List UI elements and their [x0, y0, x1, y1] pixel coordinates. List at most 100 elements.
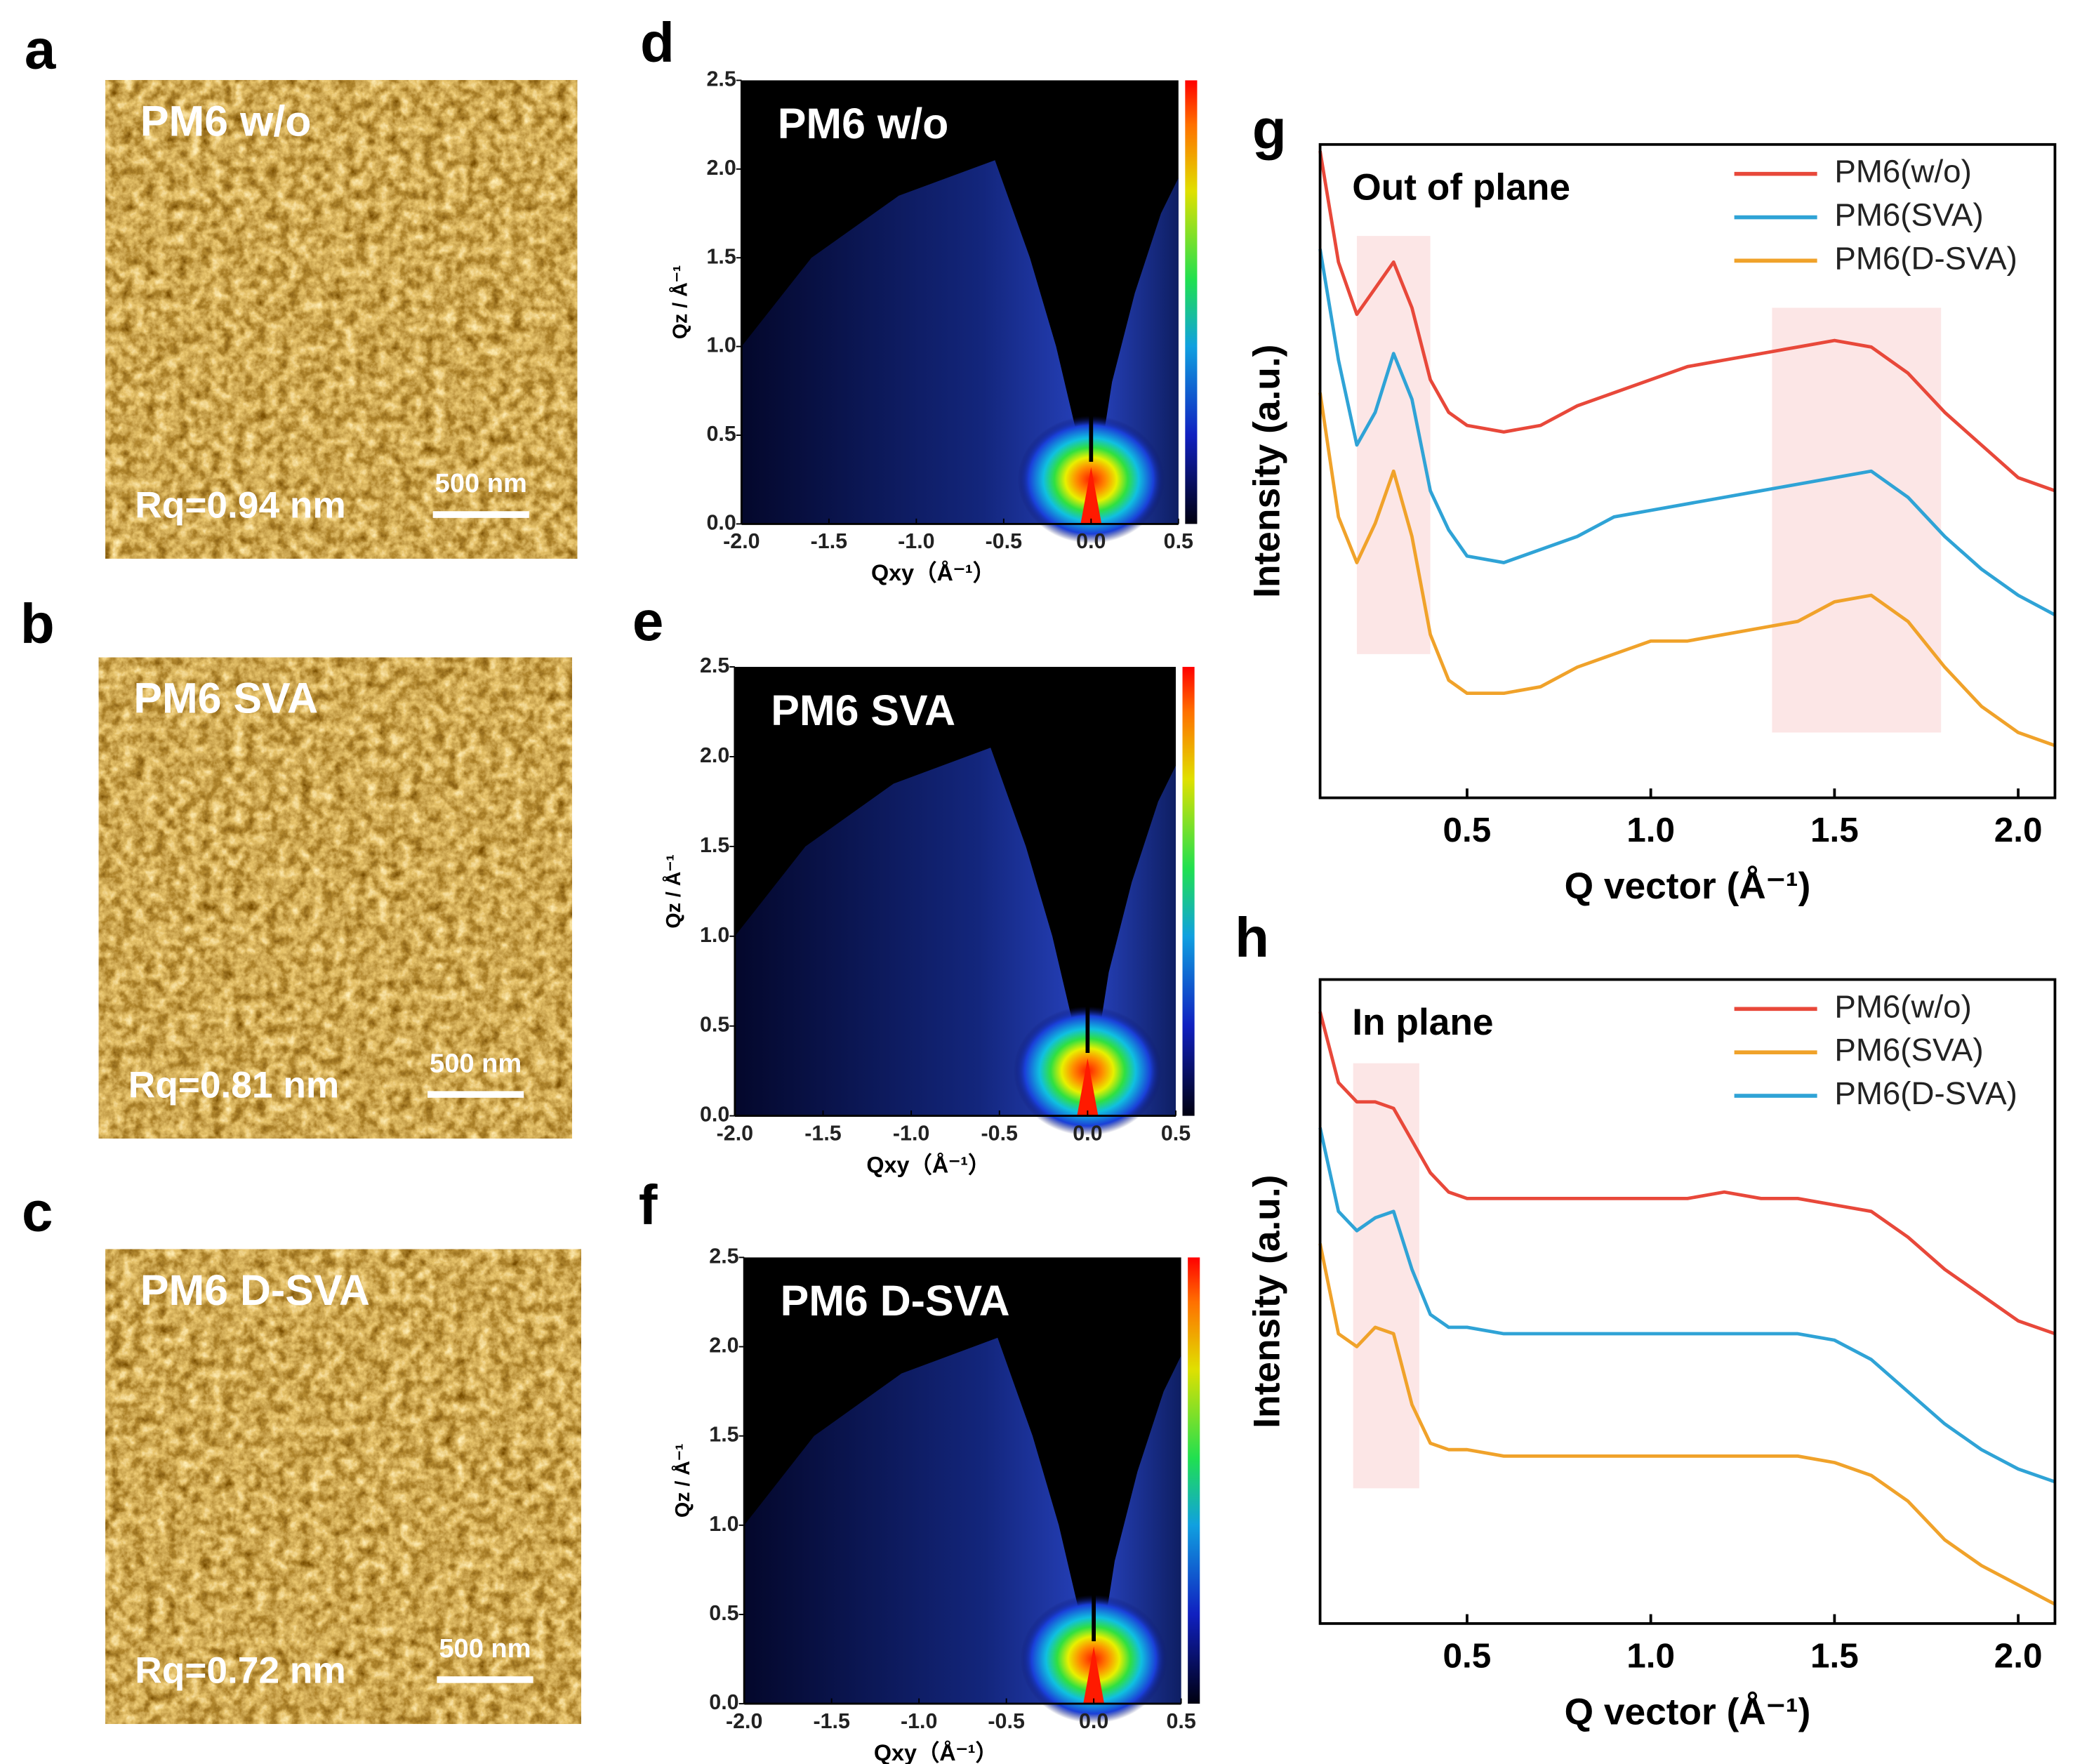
legend-label: PM6(w/o) — [1834, 988, 1971, 1024]
panel-letter: a — [25, 18, 56, 80]
afm-image — [105, 80, 578, 559]
x-tick-label: 0.5 — [1161, 1121, 1191, 1145]
annotation: Rq=0.72 nm — [135, 1650, 346, 1691]
x-tick-label: -0.5 — [981, 1121, 1019, 1145]
x-axis-label: Q vector (Å⁻¹) — [1565, 1690, 1811, 1732]
panel-letter: d — [640, 11, 675, 74]
scattering-region — [734, 748, 1082, 1116]
legend-label: PM6(w/o) — [1834, 154, 1971, 190]
x-tick-label: -1.5 — [804, 1121, 842, 1145]
highlight-region — [1353, 1063, 1419, 1489]
panel-letter: e — [632, 590, 663, 652]
panel-title: PM6 D-SVA — [781, 1277, 1010, 1325]
panel-letter: g — [1252, 98, 1287, 161]
x-tick-label: 0.5 — [1443, 1636, 1492, 1675]
beam-spike — [1080, 467, 1102, 524]
y-tick-label: 1.0 — [709, 1512, 738, 1536]
y-tick-label: 0.0 — [700, 1103, 729, 1127]
y-tick-label: 2.5 — [709, 1244, 738, 1268]
highlight-region — [1356, 236, 1431, 654]
afm-image — [98, 657, 572, 1139]
y-tick-label: 1.5 — [700, 833, 729, 857]
data-line — [1318, 1011, 2056, 1336]
legend-label: PM6(SVA) — [1834, 197, 1983, 233]
panel-title: PM6 SVA — [133, 675, 318, 722]
plot-frame — [1318, 142, 2057, 800]
x-axis-label: Qxy（Å⁻¹） — [874, 1739, 998, 1764]
y-axis-label: Qz / Å⁻¹ — [669, 265, 691, 339]
plot-frame — [1318, 978, 2057, 1625]
x-tick-label: -1.0 — [893, 1121, 929, 1145]
x-tick-label: 2.0 — [1994, 1636, 2043, 1675]
x-tick-label: -2.0 — [717, 1121, 753, 1145]
x-tick-label: 0.5 — [1164, 529, 1193, 553]
legend-label: PM6(SVA) — [1834, 1032, 1983, 1068]
scattering-region — [744, 1337, 1089, 1704]
afm-image — [105, 1249, 581, 1724]
y-tick-label: 2.5 — [706, 67, 736, 91]
scattering-region — [741, 160, 1086, 524]
colorbar — [1188, 1257, 1200, 1704]
x-tick-label: 1.0 — [1626, 1636, 1675, 1675]
y-axis-label: Intensity (a.u.) — [1246, 1175, 1287, 1428]
x-tick-label: 1.5 — [1810, 811, 1859, 849]
y-tick-label: 2.0 — [709, 1334, 738, 1358]
x-axis-label: Q vector (Å⁻¹) — [1565, 865, 1811, 907]
y-tick-label: 0.0 — [709, 1690, 738, 1714]
panel-title: In plane — [1352, 1002, 1493, 1043]
x-tick-label: 1.5 — [1810, 1636, 1859, 1675]
y-tick-label: 0.5 — [709, 1601, 738, 1625]
legend-label: PM6(D-SVA) — [1834, 1075, 2017, 1111]
y-axis-label: Qz / Å⁻¹ — [672, 1443, 694, 1517]
y-tick-label: 1.0 — [700, 923, 729, 947]
x-tick-label: 0.0 — [1073, 1121, 1102, 1145]
data-line — [1318, 248, 2056, 617]
x-tick-label: 0.5 — [1166, 1709, 1195, 1733]
data-line — [1318, 1243, 2056, 1606]
data-line — [1318, 150, 2056, 493]
y-tick-label: 1.5 — [706, 244, 736, 268]
x-tick-label: -2.0 — [726, 1709, 762, 1733]
y-axis-label: Intensity (a.u.) — [1246, 345, 1287, 598]
beam-spike — [1083, 1646, 1105, 1704]
x-tick-label: 2.0 — [1994, 811, 2043, 849]
x-tick-label: -1.5 — [811, 529, 848, 553]
y-tick-label: 2.0 — [706, 156, 736, 180]
data-line — [1318, 392, 2056, 748]
x-tick-label: -2.0 — [723, 529, 760, 553]
y-tick-label: 2.0 — [700, 743, 729, 767]
panel-letter: c — [22, 1180, 53, 1242]
panel-title: PM6 w/o — [778, 100, 949, 147]
x-tick-label: -1.5 — [813, 1709, 850, 1733]
data-line — [1318, 1127, 2056, 1484]
y-tick-label: 1.5 — [709, 1423, 738, 1447]
panel-letter: f — [639, 1174, 658, 1236]
scale-bar-label: 500 nm — [435, 469, 527, 498]
scale-bar-label: 500 nm — [430, 1049, 522, 1078]
x-tick-label: 0.0 — [1079, 1709, 1108, 1733]
y-tick-label: 1.0 — [706, 333, 736, 357]
x-tick-label: 1.0 — [1626, 811, 1675, 849]
x-tick-label: 0.0 — [1076, 529, 1106, 553]
x-tick-label: -1.0 — [901, 1709, 937, 1733]
highlight-region — [1772, 307, 1942, 733]
colorbar — [1185, 80, 1198, 524]
scale-bar-label: 500 nm — [439, 1634, 531, 1664]
y-tick-label: 0.0 — [706, 510, 736, 534]
legend-label: PM6(D-SVA) — [1834, 240, 2017, 276]
y-axis-label: Qz / Å⁻¹ — [663, 854, 685, 928]
x-tick-label: -0.5 — [988, 1709, 1025, 1733]
annotation: Rq=0.94 nm — [135, 485, 346, 526]
x-tick-label: -0.5 — [986, 529, 1023, 553]
y-tick-label: 0.5 — [706, 422, 736, 446]
panel-letter: b — [20, 592, 55, 655]
y-tick-label: 0.5 — [700, 1013, 729, 1037]
panel-letter: h — [1235, 906, 1269, 969]
panel-title: Out of plane — [1352, 167, 1570, 208]
x-tick-label: 0.5 — [1443, 811, 1492, 849]
beam-spike — [1077, 1058, 1099, 1116]
panel-title: PM6 D-SVA — [140, 1266, 370, 1314]
y-tick-label: 2.5 — [700, 654, 729, 677]
